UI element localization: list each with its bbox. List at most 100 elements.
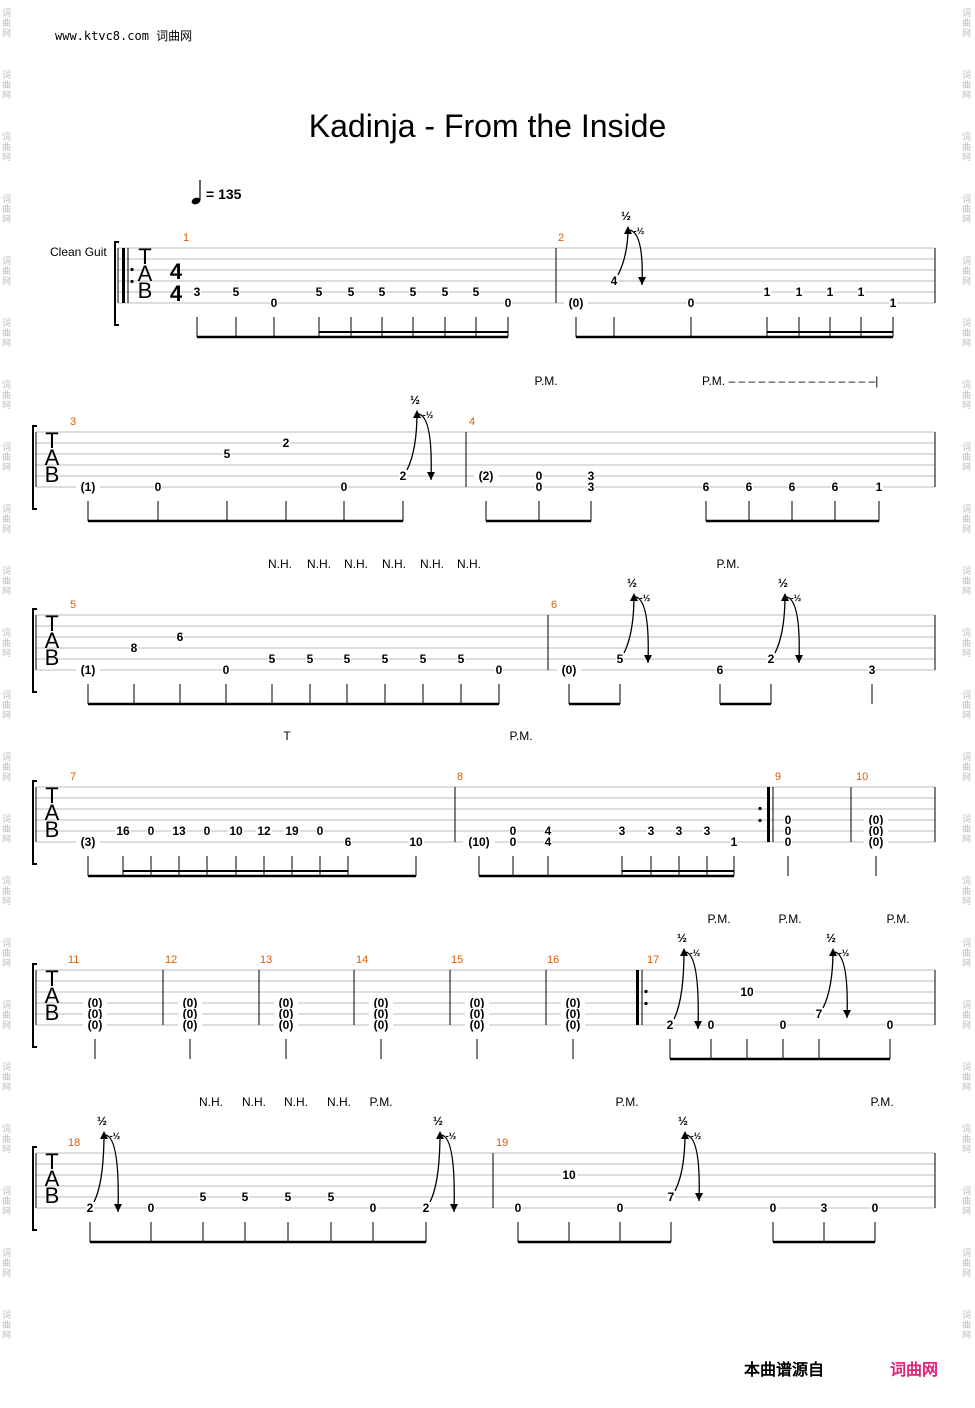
fret-number: 5: [344, 652, 351, 666]
fret-background: [535, 470, 543, 482]
fret-number: 3: [676, 824, 683, 838]
source-text: www.ktvc8.com 词曲网: [55, 29, 193, 43]
system-bracket: [32, 963, 37, 1048]
technique-annotation: P.M.: [707, 912, 730, 926]
bend-amount-label: ½: [621, 209, 631, 223]
fret-number: 0: [785, 835, 792, 849]
fret-number: 0: [155, 480, 162, 494]
fret-background: [687, 297, 695, 309]
bend-arrow-icon: [624, 226, 632, 234]
fret-number: (0): [569, 296, 584, 310]
measure-number: 11: [68, 954, 79, 966]
fret-background: [666, 1019, 674, 1031]
release-arrow-icon: [695, 1193, 703, 1201]
watermark-text: 词曲网: [962, 566, 972, 596]
watermark-text: 词曲网: [2, 1248, 12, 1278]
fret-background: [378, 286, 386, 298]
fret-background: [441, 286, 449, 298]
fret-background: [561, 1008, 585, 1020]
bend-amount-label: ½: [627, 576, 637, 590]
fret-number: 0: [496, 663, 503, 677]
fret-number: (0): [562, 663, 577, 677]
fret-background: [154, 481, 162, 493]
measure-number: 16: [547, 954, 559, 966]
watermark-text: 词曲网: [2, 1310, 12, 1340]
staff-system: TAB 18 19 N.H. N.H. N.H. N.H. P.M. P.M. P.M. 2 0 5 5 5…: [32, 1095, 936, 1244]
fret-background: [369, 1202, 377, 1214]
watermark-text: 词曲网: [2, 504, 12, 534]
fret-number: (0): [374, 996, 389, 1010]
fret-number: 0: [872, 1201, 879, 1215]
technique-annotation: T: [283, 729, 291, 743]
bend-arrow-icon: [436, 1131, 444, 1139]
fret-background: [504, 297, 512, 309]
fret-background: [707, 1019, 715, 1031]
fret-number: 10: [562, 1168, 576, 1182]
bend-amount-label: ½: [826, 931, 836, 945]
watermark-text: 词曲网: [962, 504, 972, 534]
fret-number: (0): [183, 1007, 198, 1021]
fret-background: [223, 448, 231, 460]
fret-number: 0: [536, 469, 543, 483]
fret-number: 8: [131, 641, 138, 655]
fret-number: 0: [317, 824, 324, 838]
watermark-text: 词曲网: [962, 628, 972, 658]
watermark-text: 词曲网: [962, 442, 972, 472]
fret-number: 12: [257, 824, 271, 838]
release-amount-label: -½: [640, 593, 651, 603]
fret-background: [509, 836, 517, 848]
fret-background: [463, 836, 495, 848]
release-arrow-icon: [644, 655, 652, 663]
tab-clef-letter: T: [45, 966, 58, 991]
tab-clef-letter: T: [45, 611, 58, 636]
fret-number: 3: [194, 285, 201, 299]
measure-number: 2: [558, 232, 564, 244]
fret-background: [868, 664, 876, 676]
fret-number: 16: [116, 824, 130, 838]
release-arrow-icon: [795, 655, 803, 663]
fret-background: [193, 286, 201, 298]
watermark-text: 词曲网: [962, 1186, 972, 1216]
bend-amount-label: ½: [678, 1114, 688, 1128]
fret-background: [618, 825, 626, 837]
fret-background: [369, 1008, 393, 1020]
fret-background: [739, 986, 755, 998]
fret-number: 5: [382, 652, 389, 666]
fret-number: 0: [148, 824, 155, 838]
time-signature-top: 4: [170, 259, 183, 284]
repeat-dot: [130, 279, 134, 284]
technique-annotation: N.H.: [307, 557, 331, 571]
repeat-dot: [758, 818, 762, 823]
fret-background: [667, 1191, 675, 1203]
time-signature-bottom: 4: [170, 281, 183, 306]
fret-background: [256, 825, 272, 837]
fret-background: [268, 653, 276, 665]
fret-background: [369, 1019, 393, 1031]
fret-number: 2: [283, 436, 290, 450]
technique-annotation: N.H.: [382, 557, 406, 571]
fret-background: [745, 481, 753, 493]
release-curve: [786, 596, 800, 664]
fret-background: [610, 275, 618, 287]
fret-number: 3: [588, 480, 595, 494]
fret-number: 6: [177, 630, 184, 644]
fret-number: (1): [81, 480, 96, 494]
fret-background: [784, 814, 792, 826]
fret-number: 3: [648, 824, 655, 838]
watermark-text: 词曲网: [962, 132, 972, 162]
fret-number: 0: [785, 813, 792, 827]
bend-arrow-icon: [413, 410, 421, 418]
watermark-text: 词曲网: [962, 194, 972, 224]
fret-background: [409, 286, 417, 298]
fret-number: 2: [667, 1018, 674, 1032]
fret-background: [203, 825, 211, 837]
fret-background: [703, 825, 711, 837]
fret-number: 0: [223, 663, 230, 677]
technique-annotation: P.M. – – – – – – – – – – – – – – –|: [702, 374, 878, 388]
fret-number: 0: [204, 824, 211, 838]
bend-arrow-icon: [680, 948, 688, 956]
watermark-text: 词曲网: [2, 380, 12, 410]
fret-number: 5: [316, 285, 323, 299]
fret-number: 5: [458, 652, 465, 666]
fret-background: [495, 664, 503, 676]
